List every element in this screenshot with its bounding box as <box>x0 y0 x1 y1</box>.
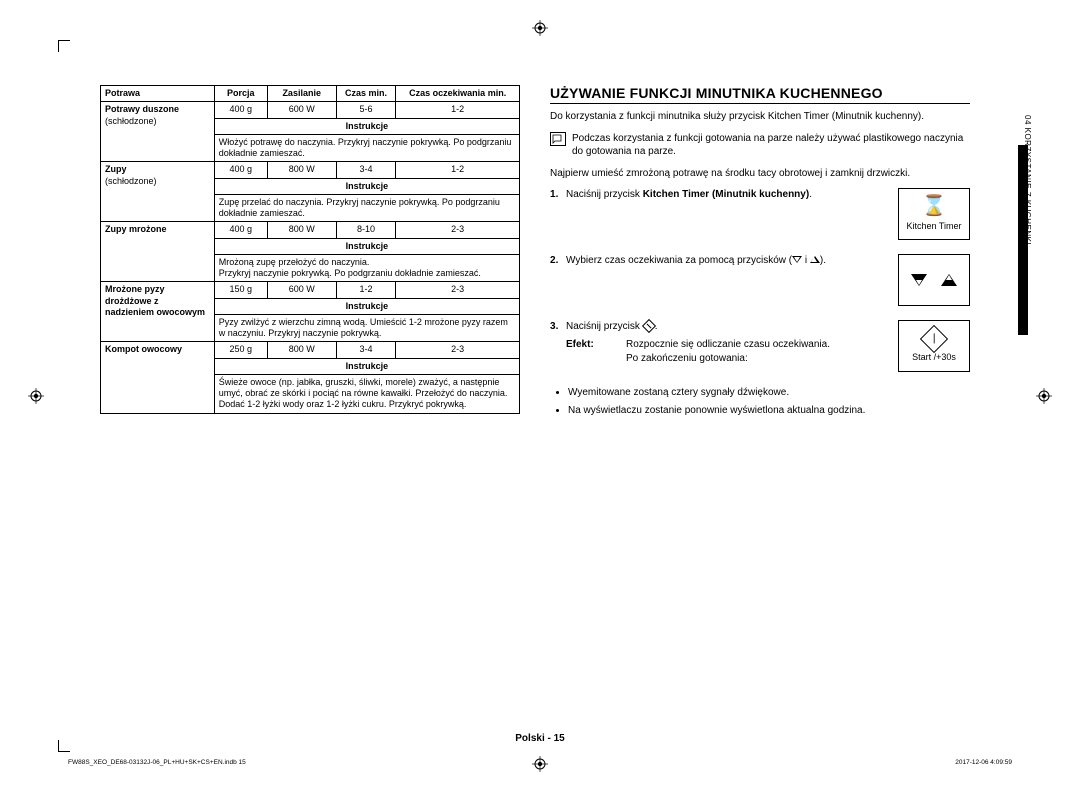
table-cell: 250 g <box>214 342 267 358</box>
table-cell: 1-2 <box>336 282 396 298</box>
imprint-left: FW88S_XEO_DE68-03132J-06_PL+HU+SK+CS+EN.… <box>68 759 246 766</box>
table-cell: 150 g <box>214 282 267 298</box>
tile-kitchen-timer: ⌛ Kitchen Timer <box>898 188 970 240</box>
registration-mark-bottom <box>532 756 548 772</box>
table-cell: 400 g <box>214 102 267 118</box>
table-instr-header: Instrukcje <box>214 358 519 374</box>
table-cell: 400 g <box>214 222 267 238</box>
col-zasilanie: Zasilanie <box>267 86 336 102</box>
table-cell: 3-4 <box>336 342 396 358</box>
note-text: Podczas korzystania z funkcji gotowania … <box>572 132 970 159</box>
table-cell: 800 W <box>267 342 336 358</box>
step-2: Wybierz czas oczekiwania za pomocą przyc… <box>550 254 970 306</box>
table-cell: 2-3 <box>396 222 520 238</box>
tile-down-arrow-icon <box>911 274 927 286</box>
tile-up-arrow-icon <box>941 274 957 286</box>
note-row: Podczas korzystania z funkcji gotowania … <box>550 132 970 159</box>
side-tab-bar <box>1018 145 1028 335</box>
table-instr-body: Pyzy zwilżyć z wierzchu zimną wodą. Umie… <box>214 314 519 342</box>
table-cell: 2-3 <box>396 282 520 298</box>
registration-mark-left <box>28 388 44 404</box>
table-instr-header: Instrukcje <box>214 298 519 314</box>
food-table: Potrawa Porcja Zasilanie Czas min. Czas … <box>100 85 520 414</box>
table-instr-body: Włożyć potrawę do naczynia. Przykryj nac… <box>214 134 519 162</box>
note-icon <box>550 132 566 146</box>
step-3: Naciśnij przycisk . Efekt: Rozpocznie si… <box>550 320 970 372</box>
registration-mark-right <box>1036 388 1052 404</box>
table-row-name: Potrawy duszone(schłodzone) <box>101 102 215 162</box>
table-instr-header: Instrukcje <box>214 238 519 254</box>
tile-start: ❘ Start /+30s <box>898 320 970 372</box>
bullet-1: Wyemitowane zostaną cztery sygnały dźwię… <box>568 386 970 400</box>
intro-text: Do korzystania z funkcji minutnika służy… <box>550 110 970 124</box>
diamond-start-big-icon: ❘ <box>920 325 948 353</box>
steps-list: Naciśnij przycisk Kitchen Timer (Minutni… <box>550 188 970 372</box>
table-row-name: Mrożone pyzy drożdżowe z nadzieniem owoc… <box>101 282 215 342</box>
efekt-body: Rozpocznie się odliczanie czasu oczekiwa… <box>626 338 830 366</box>
table-instr-header: Instrukcje <box>214 178 519 194</box>
col-czas: Czas min. <box>336 86 396 102</box>
col-porcja: Porcja <box>214 86 267 102</box>
table-cell: 600 W <box>267 282 336 298</box>
pre-step-text: Najpierw umieść zmrożoną potrawę na środ… <box>550 167 970 181</box>
efekt-label: Efekt: <box>566 338 616 366</box>
step-1: Naciśnij przycisk Kitchen Timer (Minutni… <box>550 188 970 240</box>
up-arrow-icon <box>810 256 820 263</box>
registration-mark-top <box>532 20 548 36</box>
result-bullets: Wyemitowane zostaną cztery sygnały dźwię… <box>550 386 970 418</box>
col-potrawa: Potrawa <box>101 86 215 102</box>
table-row-name: Zupy mrożone <box>101 222 215 282</box>
side-chapter-tab: 04 KORZYSTANIE Z KUCHENKI <box>1014 115 1028 335</box>
table-row-name: Zupy(schłodzone) <box>101 162 215 222</box>
down-arrow-icon <box>792 256 802 263</box>
table-cell: 800 W <box>267 162 336 178</box>
table-cell: 3-4 <box>336 162 396 178</box>
table-cell: 600 W <box>267 102 336 118</box>
table-cell: 1-2 <box>396 102 520 118</box>
tile-timer-label: Kitchen Timer <box>906 220 961 233</box>
efekt-block: Efekt: Rozpocznie się odliczanie czasu o… <box>566 338 890 366</box>
hourglass-icon: ⌛ <box>922 196 947 216</box>
table-cell: 2-3 <box>396 342 520 358</box>
col-czas-oczek: Czas oczekiwania min. <box>396 86 520 102</box>
table-instr-header: Instrukcje <box>214 118 519 134</box>
crop-mark-top-left <box>58 40 70 52</box>
diamond-start-icon <box>642 319 656 333</box>
imprint-right: 2017-12-06 4:09:59 <box>955 759 1012 766</box>
table-cell: 5-6 <box>336 102 396 118</box>
table-cell: 800 W <box>267 222 336 238</box>
table-cell: 8-10 <box>336 222 396 238</box>
table-cell: 1-2 <box>396 162 520 178</box>
table-instr-body: Świeże owoce (np. jabłka, gruszki, śliwk… <box>214 374 519 413</box>
table-cell: 400 g <box>214 162 267 178</box>
bullet-2: Na wyświetlaczu zostanie ponownie wyświe… <box>568 404 970 418</box>
table-instr-body: Mrożoną zupę przełożyć do naczynia. Przy… <box>214 254 519 282</box>
table-instr-body: Zupę przelać do naczynia. Przykryj naczy… <box>214 194 519 222</box>
tile-arrows <box>898 254 970 306</box>
page-footer: Polski - 15 <box>0 733 1080 744</box>
section-title: UŻYWANIE FUNKCJI MINUTNIKA KUCHENNEGO <box>550 85 970 104</box>
table-row-name: Kompot owocowy <box>101 342 215 413</box>
